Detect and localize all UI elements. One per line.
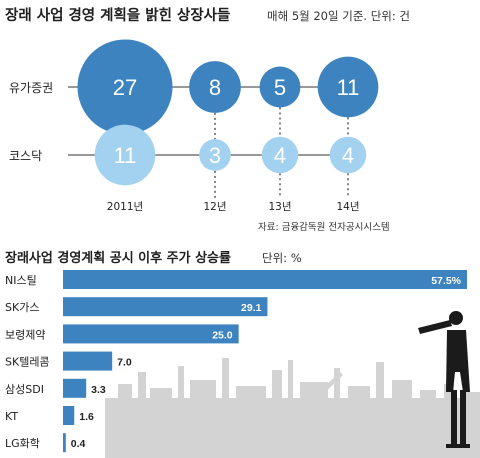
- year-label: 13년: [268, 201, 291, 213]
- bar-category-label: LG화학: [5, 437, 40, 450]
- bubble-value: 5: [274, 75, 286, 100]
- bar-category-label: SK텔레콤: [5, 356, 50, 369]
- bubble: [259, 66, 301, 108]
- bubble: [329, 136, 367, 174]
- bar-category-label: SK가스: [5, 301, 39, 314]
- bubble: [77, 39, 173, 135]
- industrial-skyline-illustration: [105, 358, 480, 458]
- bar-value-label: 7.0: [117, 357, 132, 369]
- bubble: [317, 56, 379, 118]
- bar-value-label: 1.6: [79, 411, 94, 423]
- bar: [63, 406, 75, 425]
- series-label-kosdaq: 코스닥: [9, 149, 42, 163]
- bubble-value: 11: [337, 75, 360, 100]
- bubble-chart-subtitle: 매해 5월 20일 기준. 단위: 건: [267, 9, 410, 23]
- bar-category-label: KT: [5, 410, 18, 423]
- bar-value-label: 25.0: [212, 329, 233, 341]
- bar-chart-subtitle: 단위: %: [262, 251, 302, 265]
- bar-value-label: 57.5%: [431, 275, 461, 287]
- bar: [63, 378, 87, 398]
- bar: [63, 324, 239, 344]
- bar: [63, 270, 467, 289]
- man-with-telescope-illustration: [418, 311, 470, 448]
- bar-value-label: 29.1: [241, 302, 262, 314]
- bar-value-label: 3.3: [91, 384, 106, 396]
- bar-category-label: NI스틸: [5, 274, 37, 287]
- year-label: 2011년: [107, 201, 143, 213]
- source-note: 자료: 금융감독원 전자공시시스템: [258, 221, 390, 233]
- bubble-chart-title: 장래 사업 경영 계획을 밝힌 상장사들: [5, 6, 230, 24]
- bar: [63, 297, 268, 317]
- bubble: [261, 136, 299, 174]
- year-label: 12년: [203, 201, 226, 213]
- series-label-kospi: 유가증권: [9, 81, 53, 95]
- bubble-value: 11: [114, 143, 137, 168]
- bubble-group: 2011년 12년 13년 14년 27 8 5 11 11 3 4 4: [77, 39, 379, 213]
- bubble: [199, 139, 231, 171]
- bubble-value: 27: [113, 75, 137, 100]
- bubble-value: 3: [209, 143, 221, 168]
- bar-category-label: 삼성SDI: [5, 383, 44, 396]
- bubble-value: 4: [274, 143, 286, 168]
- bar-group: NI스틸 57.5% SK가스 29.1 보령제약 25.0 SK텔레콤 7.0 삼성SDI 3.…: [5, 270, 467, 453]
- bar-value-label: 0.4: [71, 438, 86, 450]
- bar: [63, 351, 113, 371]
- bar: [63, 433, 66, 453]
- bubble-value: 4: [342, 143, 354, 168]
- bubble-value: 8: [209, 75, 221, 100]
- bar-category-label: 보령제약: [5, 327, 45, 341]
- year-label: 14년: [336, 201, 359, 213]
- bar-chart-title: 장래사업 경영계획 공시 이후 주가 상승률: [5, 250, 231, 266]
- bubble: [189, 61, 241, 113]
- bubble: [94, 124, 156, 186]
